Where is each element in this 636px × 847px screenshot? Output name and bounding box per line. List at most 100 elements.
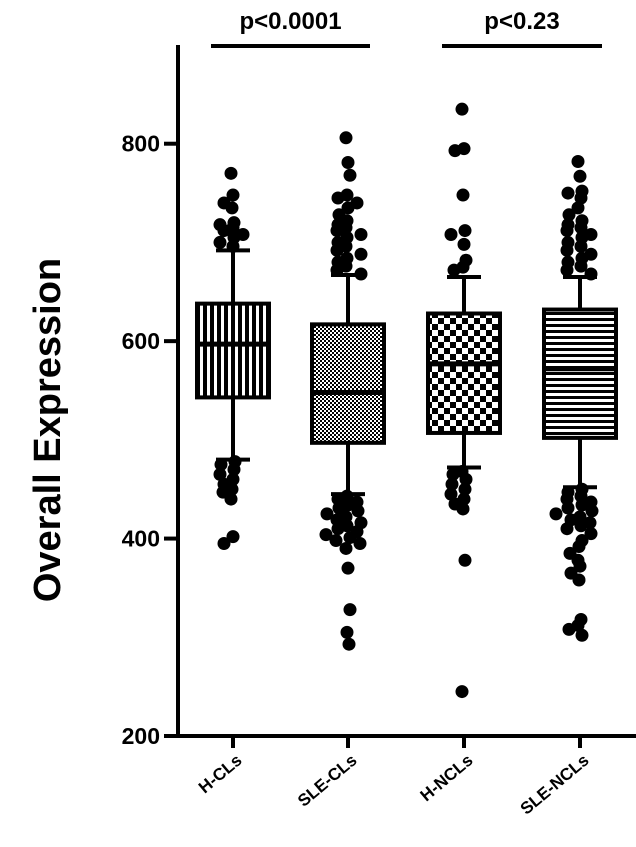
outlier-point xyxy=(457,237,471,251)
outlier-point xyxy=(329,534,343,548)
outlier-point xyxy=(573,169,587,183)
y-tick-label: 400 xyxy=(122,526,160,552)
outlier-point xyxy=(339,131,353,145)
x-category-label: H-NCLs xyxy=(417,751,477,806)
outlier-point xyxy=(549,507,563,521)
outlier-point xyxy=(574,259,588,273)
outlier-point xyxy=(354,228,368,242)
outlier-points xyxy=(213,102,599,699)
outlier-point xyxy=(214,458,228,472)
outlier-point xyxy=(224,492,238,506)
outlier-point xyxy=(459,472,473,486)
outlier-point xyxy=(353,537,367,551)
outlier-point xyxy=(341,201,355,215)
box-iqr xyxy=(426,311,502,435)
outlier-point xyxy=(458,553,472,567)
outlier-point xyxy=(456,502,470,516)
outlier-point xyxy=(217,224,231,238)
significance-label: p<0.0001 xyxy=(239,8,341,35)
outlier-point xyxy=(226,530,240,544)
outlier-point xyxy=(354,267,368,281)
outlier-point xyxy=(574,519,588,533)
outlier-point xyxy=(226,188,240,202)
outlier-point xyxy=(458,224,472,238)
outlier-point xyxy=(330,224,344,238)
outlier-point xyxy=(343,531,357,545)
outlier-point xyxy=(213,467,227,481)
outlier-point xyxy=(444,487,458,501)
outlier-point xyxy=(227,462,241,476)
outlier-point xyxy=(456,188,470,202)
x-category-label: H-CLs xyxy=(195,751,246,798)
outlier-point xyxy=(319,528,333,542)
outlier-point xyxy=(571,154,585,168)
outlier-point xyxy=(560,263,574,277)
outlier-point xyxy=(351,504,365,518)
outlier-point xyxy=(342,637,356,651)
significance-label: p<0.23 xyxy=(484,8,559,35)
outlier-point xyxy=(225,201,239,215)
outlier-point xyxy=(213,235,227,249)
y-axis-label-group: Overall Expression xyxy=(27,258,69,602)
outlier-point xyxy=(217,537,231,551)
y-tick-label: 200 xyxy=(122,723,160,749)
outlier-point xyxy=(574,239,588,253)
outlier-point xyxy=(320,507,334,521)
box-iqr xyxy=(542,307,618,440)
outlier-point xyxy=(341,155,355,169)
outlier-point xyxy=(584,527,598,541)
outlier-point xyxy=(575,628,589,642)
outlier-point xyxy=(341,561,355,575)
outlier-point xyxy=(339,541,353,555)
outlier-point xyxy=(575,498,589,512)
outlier-point xyxy=(455,685,469,699)
outlier-point xyxy=(343,168,357,182)
y-tick-label: 800 xyxy=(122,131,160,157)
outlier-point xyxy=(572,573,586,587)
y-tick-label: 600 xyxy=(122,328,160,354)
outlier-point xyxy=(330,263,344,277)
outlier-point xyxy=(584,267,598,281)
outlier-point xyxy=(455,102,469,116)
box-h-cls xyxy=(195,248,271,462)
outlier-point xyxy=(560,522,574,536)
outlier-point xyxy=(331,522,345,536)
boxes xyxy=(195,248,618,497)
outlier-point xyxy=(444,228,458,242)
significance-annotations: p<0.0001 p<0.23 xyxy=(211,8,602,48)
x-category-label: SLE-NCLs xyxy=(517,751,593,819)
outlier-point xyxy=(560,224,574,238)
outlier-point xyxy=(572,539,586,553)
outlier-point xyxy=(340,625,354,639)
box-sle-ncls xyxy=(542,274,618,490)
outlier-point xyxy=(585,504,599,518)
outlier-point xyxy=(448,144,462,158)
box-iqr xyxy=(195,301,271,400)
outlier-point xyxy=(458,482,472,496)
box-iqr xyxy=(310,322,386,445)
outlier-point xyxy=(560,243,574,257)
outlier-point xyxy=(562,208,576,222)
outlier-point xyxy=(447,263,461,277)
outlier-point xyxy=(445,477,459,491)
outlier-point xyxy=(574,221,588,235)
outlier-point xyxy=(561,186,575,200)
outlier-point xyxy=(331,191,345,205)
outlier-point xyxy=(574,191,588,205)
outlier-point xyxy=(573,559,587,573)
outlier-point xyxy=(571,201,585,215)
outlier-point xyxy=(226,239,240,253)
outlier-point xyxy=(562,622,576,636)
box-h-ncls xyxy=(426,274,502,470)
y-axis-label: Overall Expression xyxy=(27,258,69,602)
outlier-point xyxy=(561,501,575,515)
outlier-point xyxy=(354,247,368,261)
outlier-point xyxy=(224,166,238,180)
outlier-point xyxy=(446,467,460,481)
outlier-point xyxy=(332,501,346,515)
outlier-point xyxy=(330,243,344,257)
outlier-point xyxy=(343,603,357,617)
x-category-label: SLE-CLs xyxy=(294,751,360,811)
box-sle-cls xyxy=(310,273,386,497)
